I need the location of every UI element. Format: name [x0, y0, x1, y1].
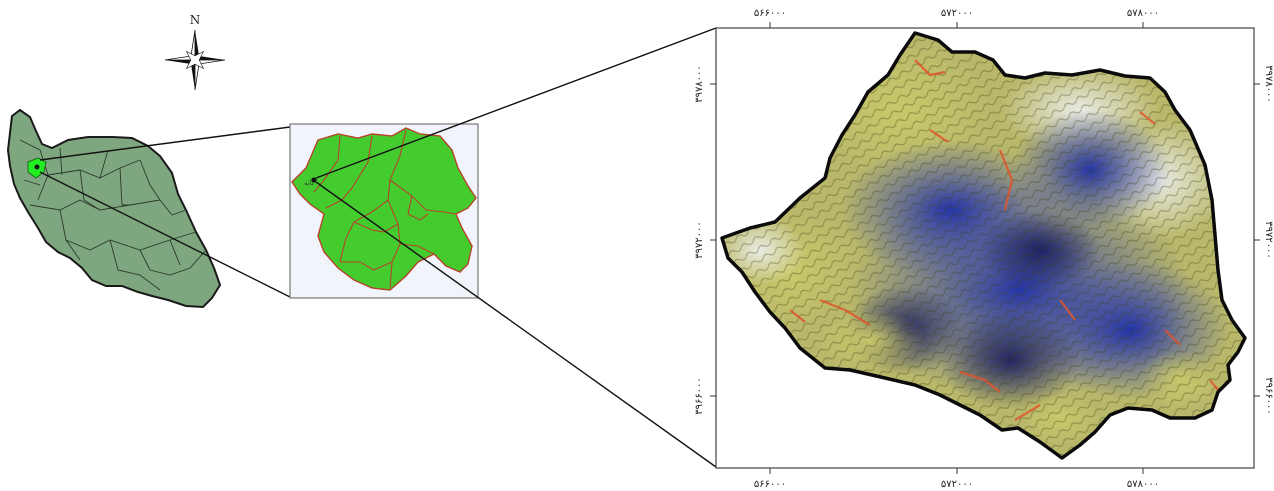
y-tick-left-1: ۳۹۷۸۰۰۰ — [694, 65, 705, 103]
north-arrow: N — [164, 13, 226, 91]
x-tick-bottom-1: ۵۶۶۰۰۰ — [754, 479, 786, 490]
north-letter: N — [190, 13, 201, 27]
y-tick-right-3: ۳۹۶۶۰۰۰ — [1263, 377, 1274, 415]
x-tick-bottom-3: ۵۷۸۰۰۰ — [1127, 479, 1159, 490]
study-area-marker — [311, 177, 317, 183]
x-tick-bottom-2: ۵۷۲۰۰۰ — [941, 479, 973, 490]
connector-lines-2 — [315, 27, 717, 468]
province-inset: بانه — [289, 123, 479, 299]
y-tick-right-2: ۳۹۷۲۰۰۰ — [1263, 221, 1274, 259]
study-area-point — [34, 164, 40, 170]
province-outline — [291, 127, 477, 291]
y-tick-right-1: ۳۹۷۸۰۰۰ — [1263, 65, 1274, 103]
city-label: بانه — [304, 179, 314, 187]
y-tick-left-3: ۳۹۶۶۰۰۰ — [694, 377, 705, 415]
province-boundaries — [19, 139, 207, 291]
tick-marks — [710, 22, 1260, 474]
basin-outline — [720, 31, 1247, 460]
detail-map: ۵۶۶۰۰۰ ۵۷۲۰۰۰ ۵۷۸۰۰۰ ۵۶۶۰۰۰ ۵۷۲۰۰۰ ۵۷۸۰۰… — [694, 8, 1274, 490]
x-tick-top-2: ۵۷۲۰۰۰ — [941, 8, 973, 19]
connector-lines-1 — [39, 126, 291, 298]
x-tick-top-1: ۵۶۶۰۰۰ — [754, 8, 786, 19]
y-tick-left-2: ۳۹۷۲۰۰۰ — [694, 221, 705, 259]
county-boundaries — [313, 129, 457, 289]
x-tick-top-3: ۵۷۸۰۰۰ — [1127, 8, 1159, 19]
compass-rose-icon — [164, 29, 226, 91]
